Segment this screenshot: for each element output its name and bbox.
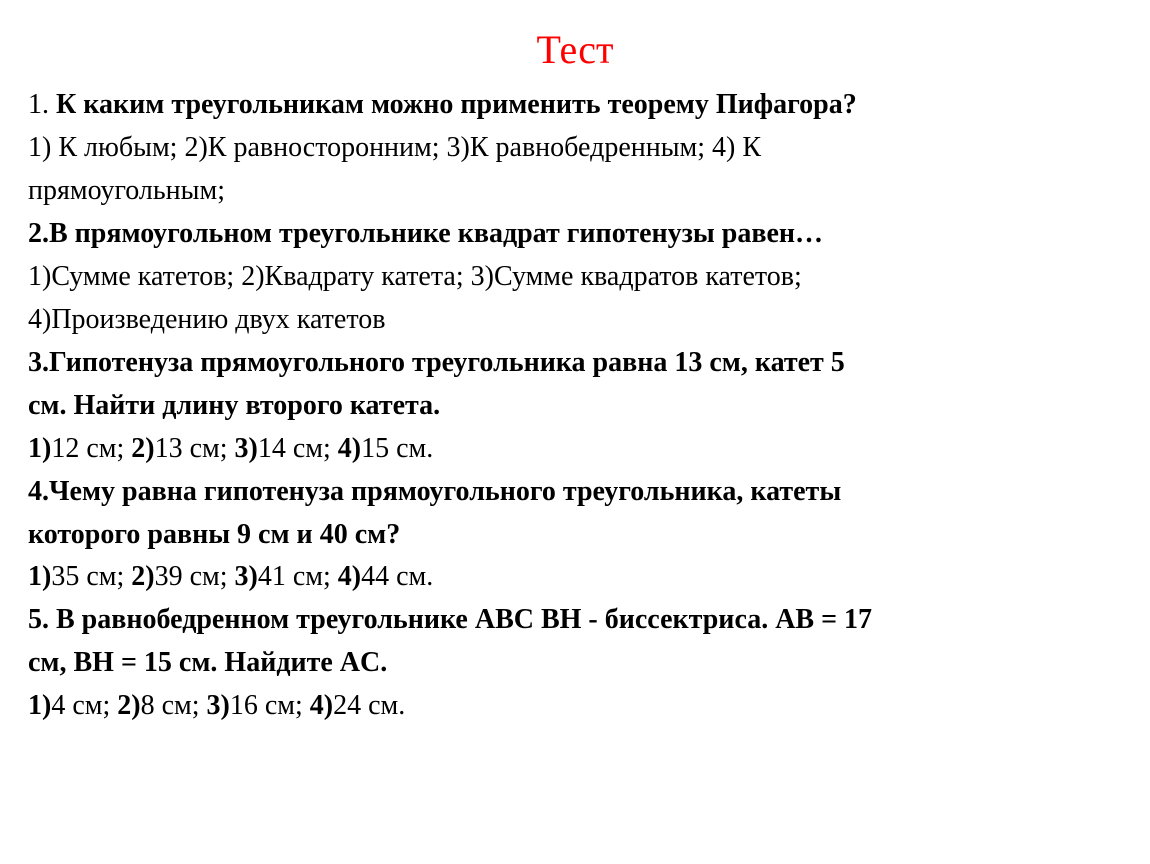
q1-prompt: 1. К каким треугольникам можно применить… — [28, 87, 1122, 124]
q3-a3-num: 3) — [235, 433, 258, 464]
q3-answers: 1)12 см; 2)13 см; 3)14 см; 4)15 см. — [28, 431, 1122, 468]
q2-answers-line2: 4)Произведению двух катетов — [28, 302, 1122, 339]
q1-num: 1. — [28, 89, 56, 120]
q5-prompt-line2: см, BH = 15 см. Найдите AC. — [28, 645, 1122, 682]
q2-answers-line1: 1)Сумме катетов; 2)Квадрату катета; 3)Су… — [28, 259, 1122, 296]
q3-a3-val: 14 см; — [258, 433, 338, 464]
q4-a4-num: 4) — [338, 561, 361, 592]
q5-a3-num: 3) — [207, 690, 230, 721]
q5-a2-num: 2) — [117, 690, 140, 721]
q4-a1-num: 1) — [28, 561, 51, 592]
q5-a4-num: 4) — [310, 690, 333, 721]
q2-prompt: 2.В прямоугольном треугольнике квадрат г… — [28, 216, 1122, 253]
q4-answers: 1)35 см; 2)39 см; 3)41 см; 4)44 см. — [28, 559, 1122, 596]
q3-a2-val: 13 см; — [155, 433, 235, 464]
q4-prompt-line2: которого равны 9 см и 40 см? — [28, 517, 1122, 554]
q4-a3-num: 3) — [235, 561, 258, 592]
q5-a3-val: 16 см; — [230, 690, 310, 721]
q5-a2-val: 8 см; — [141, 690, 207, 721]
q5-a1-val: 4 см; — [51, 690, 117, 721]
q4-a3-val: 41 см; — [258, 561, 338, 592]
q4-a2-num: 2) — [131, 561, 154, 592]
q5-answers: 1)4 см; 2)8 см; 3)16 см; 4)24 см. — [28, 688, 1122, 725]
q3-a4-val: 15 см. — [361, 433, 433, 464]
q1-text: К каким треугольникам можно применить те… — [56, 89, 857, 120]
slide: Тест 1. К каким треугольникам можно прим… — [0, 0, 1150, 864]
q4-a1-val: 35 см; — [51, 561, 131, 592]
q1-answers-line1: 1) К любым; 2)К равносторонним; 3)К равн… — [28, 130, 1122, 167]
q4-prompt-line1: 4.Чему равна гипотенуза прямоугольного т… — [28, 474, 1122, 511]
q3-prompt-line2: см. Найти длину второго катета. — [28, 388, 1122, 425]
q5-a4-val: 24 см. — [333, 690, 405, 721]
q3-prompt-line1: 3.Гипотенуза прямоугольного треугольника… — [28, 345, 1122, 382]
slide-title: Тест — [28, 26, 1122, 73]
q3-a4-num: 4) — [338, 433, 361, 464]
q3-a1-val: 12 см; — [51, 433, 131, 464]
q5-prompt-line1: 5. В равнобедренном треугольнике ABC BH … — [28, 602, 1122, 639]
q3-a1-num: 1) — [28, 433, 51, 464]
q5-a1-num: 1) — [28, 690, 51, 721]
q4-a2-val: 39 см; — [155, 561, 235, 592]
q3-a2-num: 2) — [131, 433, 154, 464]
q1-answers-line2: прямоугольным; — [28, 173, 1122, 210]
q4-a4-val: 44 см. — [361, 561, 433, 592]
